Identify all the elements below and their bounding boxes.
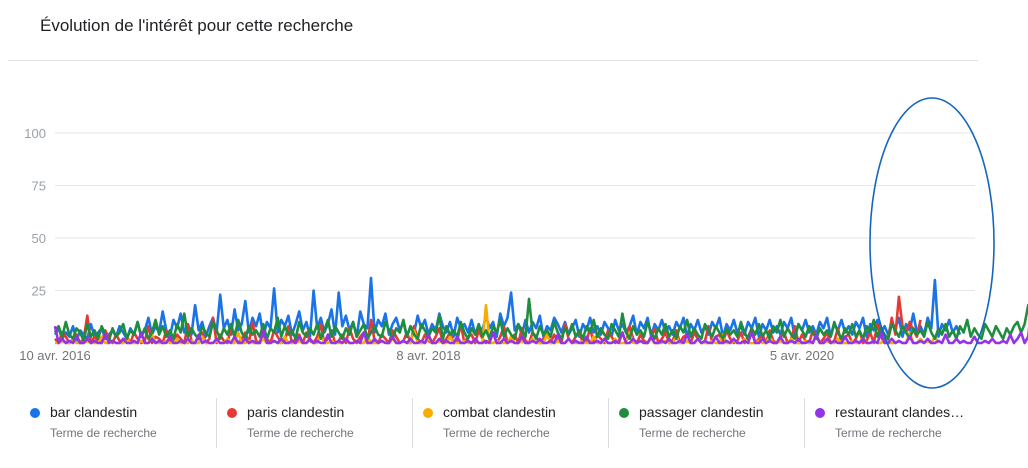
- legend-item-restaurant-clandestin[interactable]: restaurant clandes… Terme de recherche: [804, 398, 1000, 448]
- legend-item-paris-clandestin[interactable]: paris clandestin Terme de recherche: [216, 398, 412, 448]
- x-tick-label: 5 avr. 2020: [770, 348, 834, 363]
- legend-term: bar clandestin: [50, 404, 138, 420]
- series-color-dot: [423, 408, 433, 418]
- legend-item-bar-clandestin[interactable]: bar clandestin Terme de recherche: [20, 398, 216, 448]
- trend-chart: 100 75 50 25 10 avr. 2016 8 avr. 2018 5 avr. 2…: [19, 97, 1028, 389]
- legend-term: restaurant clandes…: [835, 404, 965, 420]
- series-color-dot: [815, 408, 825, 418]
- x-tick-label: 8 avr. 2018: [396, 348, 460, 363]
- legend-item-passager-clandestin[interactable]: passager clandestin Terme de recherche: [608, 398, 804, 448]
- legend-subtitle: Terme de recherche: [835, 426, 942, 440]
- x-tick-label: 10 avr. 2016: [19, 348, 91, 363]
- y-tick-label: 100: [24, 126, 46, 141]
- legend-subtitle: Terme de recherche: [443, 426, 550, 440]
- legend-subtitle: Terme de recherche: [50, 426, 157, 440]
- divider: [8, 60, 978, 61]
- legend-term: combat clandestin: [443, 404, 556, 420]
- y-tick-label: 50: [32, 231, 46, 246]
- legend: bar clandestin Terme de recherche paris …: [20, 398, 1000, 448]
- y-tick-label: 25: [32, 284, 46, 299]
- legend-term: passager clandestin: [639, 404, 764, 420]
- series-color-dot: [30, 408, 40, 418]
- series-color-dot: [227, 408, 237, 418]
- series-line: [53, 325, 1028, 345]
- legend-item-combat-clandestin[interactable]: combat clandestin Terme de recherche: [412, 398, 608, 448]
- chart-title: Évolution de l'intérêt pour cette recher…: [40, 16, 354, 35]
- legend-subtitle: Terme de recherche: [639, 426, 746, 440]
- series-line: [53, 276, 962, 343]
- highlight-ellipse: [869, 97, 995, 389]
- legend-subtitle: Terme de recherche: [247, 426, 354, 440]
- legend-term: paris clandestin: [247, 404, 345, 420]
- series-color-dot: [619, 408, 629, 418]
- y-tick-label: 75: [32, 179, 46, 194]
